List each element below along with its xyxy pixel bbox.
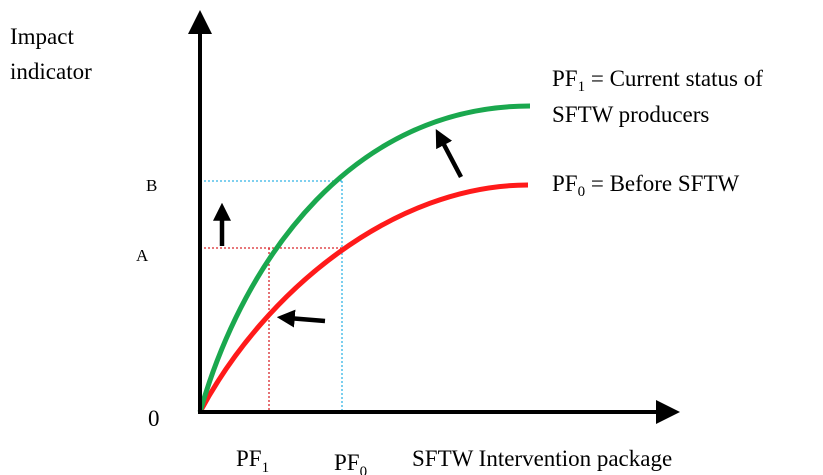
legend-pf0: PF0 = Before SFTW [552,171,740,200]
x-tick-pf1: PF1 [236,446,269,475]
legend-pf1: PF1 = Current status of [552,66,763,95]
y-axis-label-line1: Impact [10,24,74,49]
x-tick-pf0: PF0 [334,450,367,475]
x-tick-pf1-sub: 1 [262,460,270,475]
shift-arrow-frontier [435,129,463,179]
x-tick-pf0-base: PF [334,450,360,475]
legend-pf0-base: PF [552,171,578,196]
y-axis-label-line2: indicator [10,59,92,84]
legend-pf1-sub: 1 [578,79,586,95]
y-tick-a: A [136,246,149,265]
x-tick-pf0-sub: 0 [360,464,368,475]
origin-label: 0 [148,406,160,431]
legend-pf1-base: PF [552,66,578,91]
shift-arrow-left [276,309,326,328]
legend-pf0-sub: 0 [578,184,586,200]
curve-pf1-current [197,103,531,413]
x-tick-pf1-base: PF [236,446,262,471]
y-tick-b: B [146,176,157,195]
legend-pf1-line2: SFTW producers [552,102,709,127]
legend-pf0-text: = Before SFTW [585,171,739,196]
legend-pf1-text: = Current status of [585,66,763,91]
curve-pf0-before [197,182,529,414]
x-axis-label: SFTW Intervention package [412,446,672,471]
